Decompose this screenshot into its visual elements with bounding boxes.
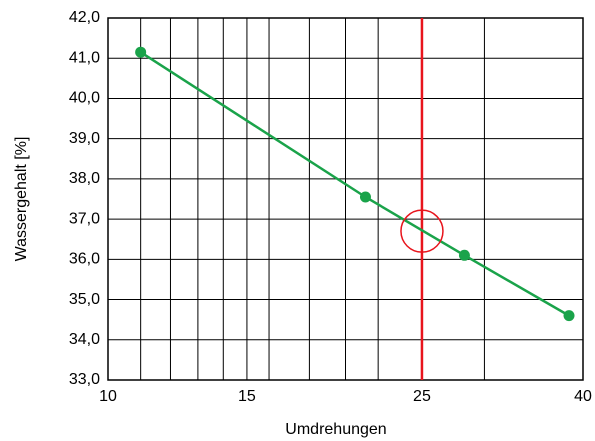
x-tick-label: 15 xyxy=(238,388,256,405)
highlight-circle xyxy=(400,209,444,253)
y-tick-label: 42,0 xyxy=(69,9,100,26)
y-tick-label: 41,0 xyxy=(69,49,100,66)
data-point xyxy=(458,249,470,261)
data-point xyxy=(359,191,371,203)
y-tick-label: 38,0 xyxy=(69,170,100,187)
data-point xyxy=(135,46,147,58)
y-tick-label: 36,0 xyxy=(69,251,100,268)
x-tick-label: 40 xyxy=(574,388,592,405)
y-tick-label: 40,0 xyxy=(69,90,100,107)
y-tick-label: 34,0 xyxy=(69,331,100,348)
y-tick-label: 37,0 xyxy=(69,210,100,227)
plot-frame xyxy=(107,17,584,381)
y-axis-label: Wassergehalt [%] xyxy=(13,137,30,262)
y-tick-label: 39,0 xyxy=(69,130,100,147)
y-tick-label: 33,0 xyxy=(69,371,100,388)
x-tick-label: 25 xyxy=(413,388,431,405)
series-line xyxy=(139,51,570,317)
x-tick-label: 10 xyxy=(99,388,117,405)
y-tick-label: 35,0 xyxy=(69,291,100,308)
x-axis-label: Umdrehungen xyxy=(285,421,386,438)
data-point xyxy=(563,310,575,322)
